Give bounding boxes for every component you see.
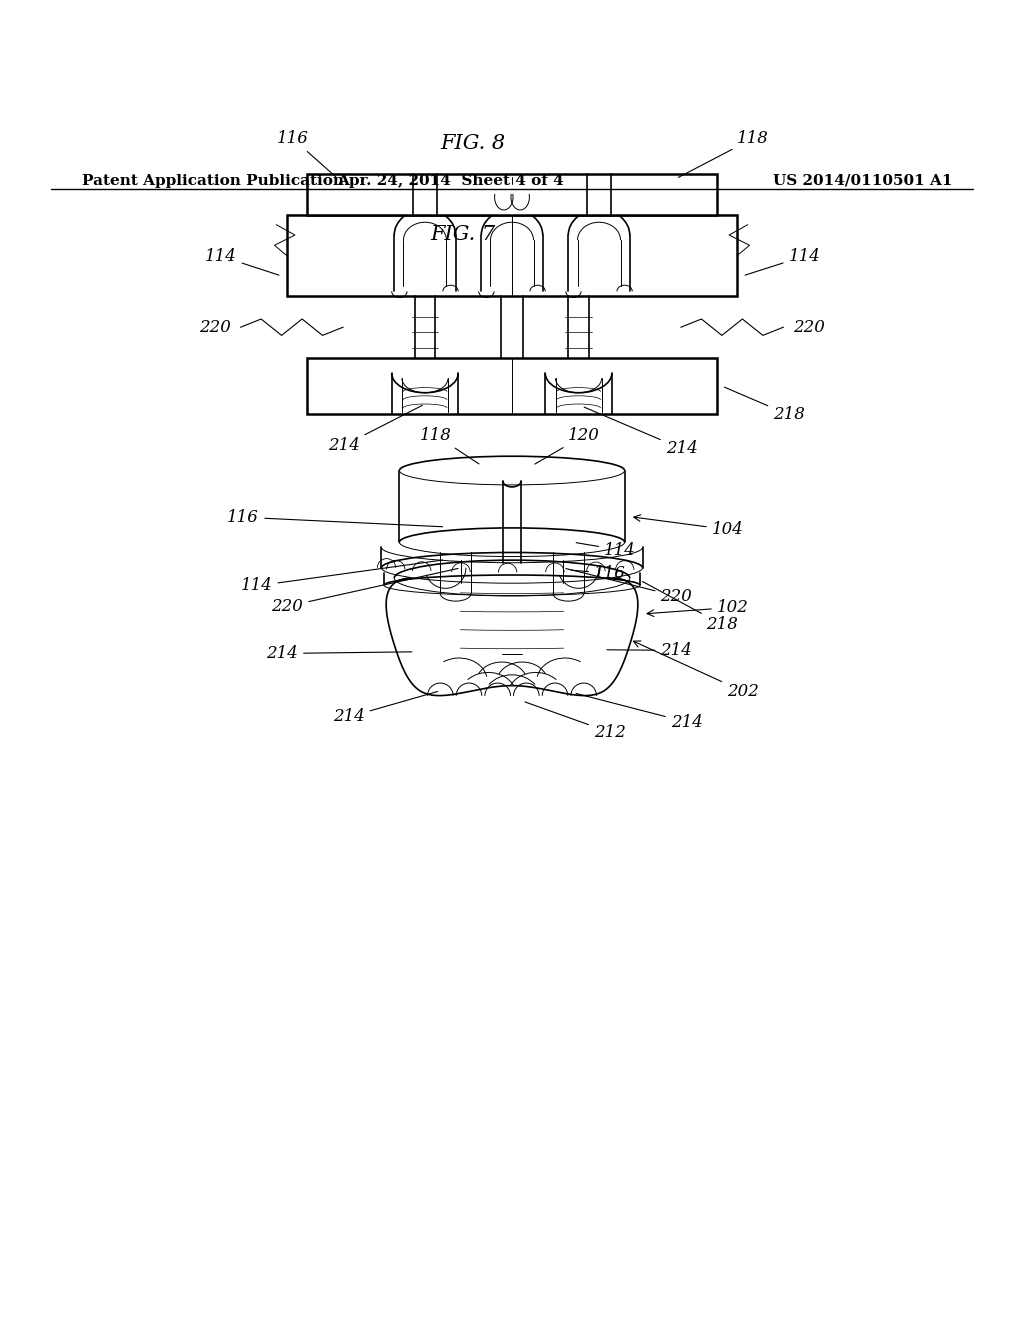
Text: 212: 212 (525, 702, 626, 741)
Text: FIG. 8: FIG. 8 (440, 135, 506, 153)
Text: 114: 114 (241, 560, 442, 594)
Text: 218: 218 (642, 581, 738, 634)
Text: 220: 220 (566, 569, 692, 605)
Text: 104: 104 (634, 515, 743, 539)
Text: 220: 220 (199, 318, 231, 335)
Text: 202: 202 (634, 642, 759, 700)
Text: 214: 214 (333, 692, 437, 726)
Text: 218: 218 (724, 387, 805, 424)
Text: 214: 214 (266, 645, 412, 661)
Text: US 2014/0110501 A1: US 2014/0110501 A1 (773, 174, 952, 187)
Text: 114: 114 (577, 541, 636, 558)
Text: 116: 116 (227, 508, 442, 527)
Text: 214: 214 (577, 693, 702, 730)
Text: FIG. 7: FIG. 7 (430, 224, 496, 244)
Text: 116: 116 (571, 565, 626, 582)
Text: 220: 220 (793, 318, 825, 335)
Text: 114: 114 (745, 248, 820, 275)
Text: 214: 214 (607, 642, 692, 659)
Bar (307, 358, 717, 414)
Text: 214: 214 (328, 405, 423, 454)
Bar (287, 215, 737, 297)
Text: 220: 220 (271, 569, 458, 615)
Text: 214: 214 (584, 407, 697, 457)
Bar (307, 174, 717, 215)
Text: Apr. 24, 2014  Sheet 4 of 4: Apr. 24, 2014 Sheet 4 of 4 (337, 174, 564, 187)
Text: 118: 118 (420, 426, 479, 463)
Text: 118: 118 (678, 129, 769, 177)
Text: 120: 120 (535, 426, 600, 465)
Text: 116: 116 (276, 129, 336, 177)
Text: 102: 102 (647, 599, 749, 616)
Text: Patent Application Publication: Patent Application Publication (82, 174, 344, 187)
Text: 114: 114 (205, 248, 279, 275)
